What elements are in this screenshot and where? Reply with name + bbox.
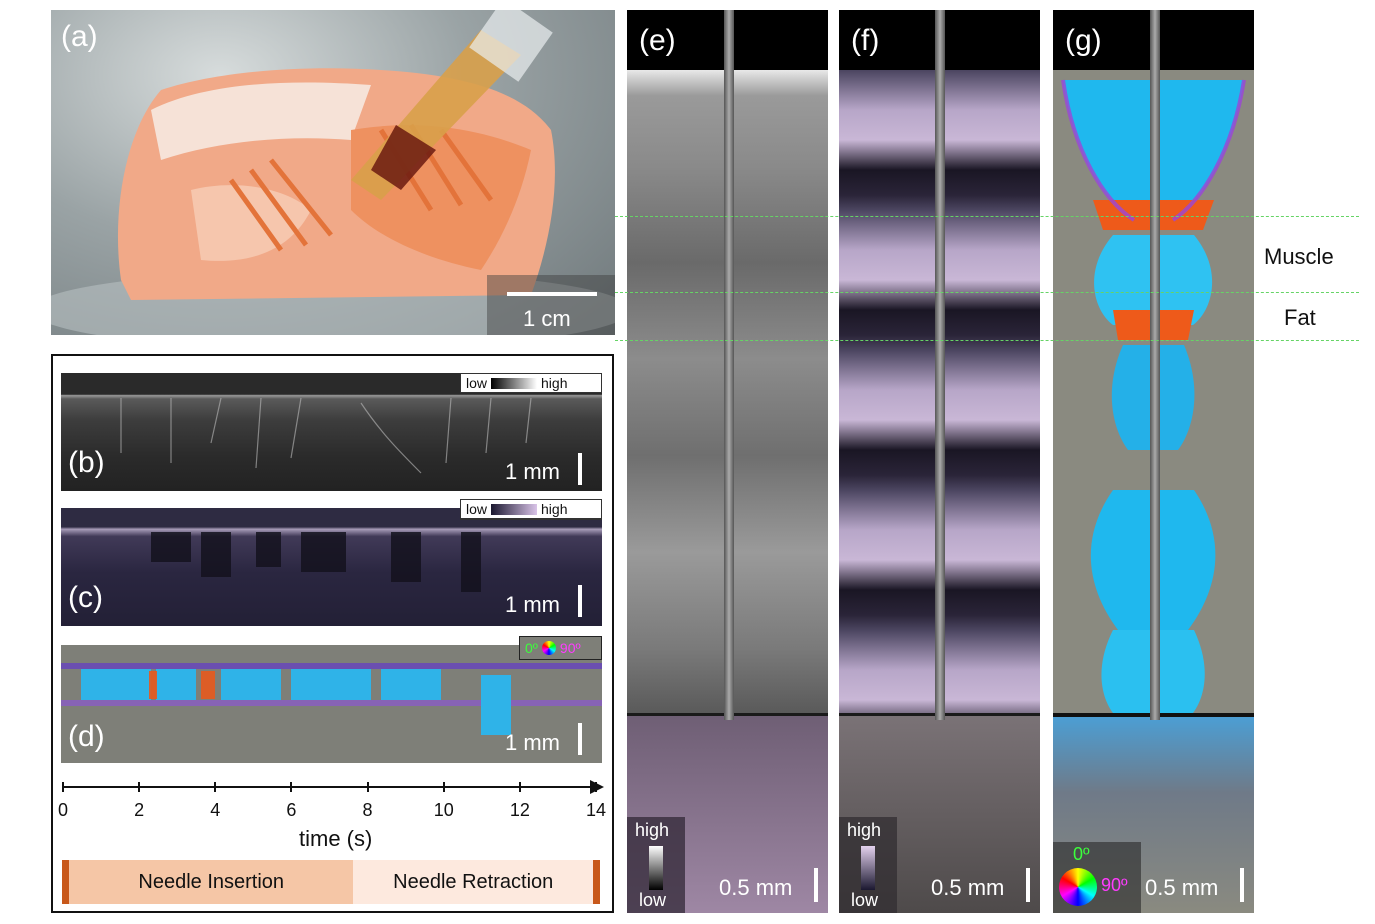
scale-bar-a <box>507 292 597 296</box>
scale-bar-f <box>1026 868 1030 902</box>
time-tick-4 <box>214 782 217 792</box>
guide-line-3 <box>615 340 1359 341</box>
panel-letter-g: (g) <box>1065 24 1102 57</box>
needle-f <box>935 10 945 720</box>
scale-label-g: 0.5 mm <box>1145 875 1219 900</box>
legend-e-gradient <box>649 846 663 890</box>
guide-line-1 <box>615 216 1359 217</box>
legend-c-low: low <box>466 501 488 517</box>
phase-insertion: Needle Insertion <box>69 860 354 904</box>
needle-g <box>1150 10 1160 720</box>
legend-g-90: 90º <box>1101 875 1128 895</box>
phase-end-marker-left <box>62 860 69 904</box>
time-tick-8 <box>366 782 369 792</box>
needle-e <box>724 10 734 720</box>
legend-f-gradient <box>861 846 875 890</box>
scale-label-f: 0.5 mm <box>931 875 1005 900</box>
legend-b-low: low <box>466 375 488 391</box>
legend-f-low: low <box>851 890 879 910</box>
scale-label-d: 1 mm <box>505 730 560 755</box>
legend-b-gradient <box>491 377 538 389</box>
time-tick-label: 12 <box>509 800 530 820</box>
time-tick-label: 8 <box>362 800 373 820</box>
legend-g-colorwheel-icon <box>1059 868 1097 906</box>
time-tick-label: 6 <box>286 800 297 820</box>
legend-d-colorwheel-icon <box>541 641 556 655</box>
phase-label: Needle Retraction <box>393 870 554 893</box>
phase-end-marker-right <box>593 860 600 904</box>
legend-c-gradient <box>491 503 538 515</box>
panel-f-image: (f) high low 0.5 mm <box>839 10 1040 913</box>
time-tick-0 <box>62 782 64 792</box>
label-fat: Fat <box>1284 305 1316 330</box>
time-tick-label: 10 <box>433 800 454 820</box>
panel-b-intensity-legend: low high <box>460 373 602 393</box>
time-axis-label: time (s) <box>299 826 373 851</box>
scale-label-a: 1 cm <box>523 306 571 331</box>
time-tick-6 <box>290 782 293 792</box>
legend-d-90: 90º <box>559 640 581 656</box>
label-muscle: Muscle <box>1264 244 1334 269</box>
legend-g-0: 0º <box>1073 844 1090 864</box>
panel-c-image: (c) 1 mm <box>61 508 602 626</box>
scale-bar-c <box>578 585 582 617</box>
time-tick-label: 4 <box>210 800 221 820</box>
panel-letter-e: (e) <box>639 24 676 57</box>
panel-letter-a: (a) <box>61 20 98 53</box>
time-tick-label: 14 <box>585 800 607 820</box>
panel-a-photo: 1 cm (a) <box>51 10 615 335</box>
legend-b-high: high <box>541 375 568 391</box>
scale-bar-g <box>1240 868 1244 902</box>
scale-bar-b <box>578 453 582 485</box>
panel-bcd-frame <box>51 354 614 913</box>
panel-letter-d: (d) <box>68 720 105 753</box>
legend-f-high: high <box>847 820 882 840</box>
time-tick-10 <box>442 782 445 792</box>
panel-letter-c: (c) <box>68 581 103 614</box>
panel-d-angle-legend: 0º 90º <box>519 636 602 660</box>
guide-line-2 <box>615 292 1359 293</box>
panel-c-intensity-legend-box: low high <box>460 499 602 519</box>
panel-letter-b: (b) <box>68 446 105 479</box>
scale-label-e: 0.5 mm <box>719 875 793 900</box>
time-axis-arrow-icon <box>590 780 604 794</box>
scale-box-a <box>487 275 615 335</box>
legend-e-high: high <box>635 820 670 840</box>
panel-d-image: (d) 1 mm <box>61 645 602 763</box>
panel-letter-f: (f) <box>851 24 880 57</box>
legend-d-0: 0º <box>525 640 538 656</box>
panel-b-image: low high (b) 1 mm <box>61 373 602 491</box>
scale-bar-e <box>814 868 818 902</box>
panel-e-image: (e) high low 0.5 mm <box>627 10 828 913</box>
scale-bar-d <box>578 723 582 755</box>
legend-e-low: low <box>639 890 667 910</box>
panel-g-image: (g) 0º 90º 0.5 mm <box>1053 10 1254 913</box>
time-tick-2 <box>138 782 141 792</box>
time-tick-label: 2 <box>134 800 145 820</box>
phase-bar: Needle Insertion Needle Retraction <box>62 860 600 904</box>
time-tick-label: 0 <box>57 800 69 820</box>
legend-c-high: high <box>541 501 568 517</box>
scale-label-b: 1 mm <box>505 459 560 484</box>
phase-label: Needle Insertion <box>138 870 285 893</box>
time-tick-14 <box>595 782 597 792</box>
time-tick-12 <box>518 782 521 792</box>
phase-retraction: Needle Retraction <box>353 860 593 904</box>
scale-label-c: 1 mm <box>505 592 560 617</box>
time-axis-line <box>62 786 594 788</box>
